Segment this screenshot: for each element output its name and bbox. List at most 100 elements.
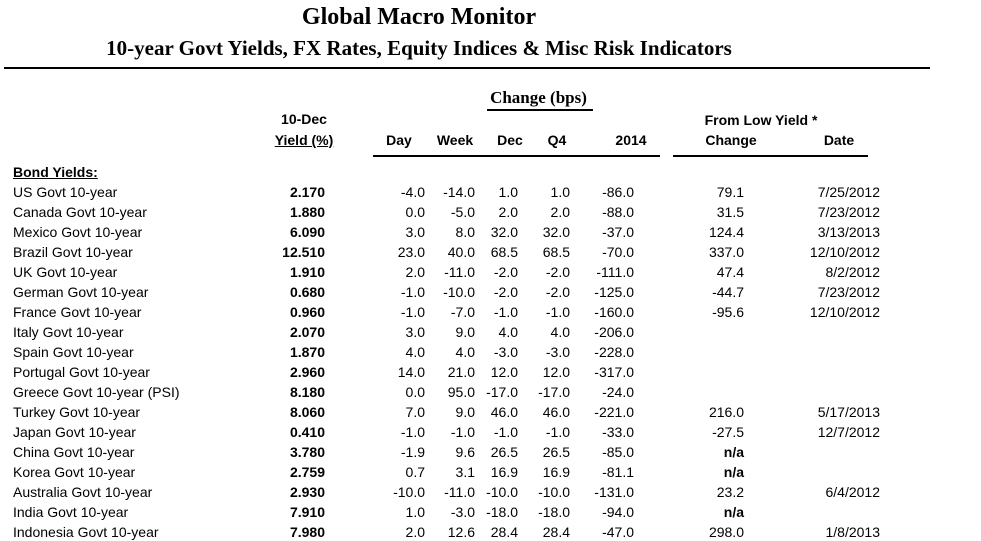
cell-2014-change: -88.0 xyxy=(602,204,634,220)
cell-week-change: -11.0 xyxy=(444,264,475,280)
cell-2014-change: -33.0 xyxy=(602,424,634,440)
cell-2014-change: -86.0 xyxy=(602,184,634,200)
table-row: Japan Govt 10-year 0.410 -1.0 -1.0 -1.0 -1.0 -… xyxy=(0,422,981,442)
table-rows: US Govt 10-year 2.170 -4.0 -14.0 1.0 1.0 -86.0… xyxy=(0,182,981,541)
title-block: Global Macro Monitor 10-year Govt Yields… xyxy=(0,2,838,64)
cell-country-label: Greece Govt 10-year (PSI) xyxy=(13,384,180,400)
cell-from-low-change: n/a xyxy=(723,444,744,460)
table-row: Indonesia Govt 10-year 7.980 2.0 12.6 28.4 28… xyxy=(0,522,981,541)
section-header-row: Bond Yields: xyxy=(0,162,981,182)
cell-dec-change: -18.0 xyxy=(486,504,518,520)
cell-dec-change: -3.0 xyxy=(493,344,518,360)
cell-q4-change: -2.0 xyxy=(545,264,570,280)
cell-week-change: 9.0 xyxy=(455,324,475,340)
cell-day-change: 3.0 xyxy=(405,324,425,340)
cell-yield: 2.070 xyxy=(289,324,325,340)
column-header-10-dec: 10-Dec xyxy=(281,111,327,127)
group-header-change-bps: Change (bps) xyxy=(455,88,625,111)
cell-country-label: German Govt 10-year xyxy=(13,284,149,300)
cell-day-change: 2.0 xyxy=(405,264,425,280)
cell-week-change: 4.0 xyxy=(455,344,475,360)
cell-yield: 0.680 xyxy=(289,284,325,300)
cell-q4-change: -2.0 xyxy=(545,284,570,300)
cell-q4-change: 2.0 xyxy=(550,204,570,220)
bond-yields-table: Bond Yields: US Govt 10-year 2.170 -4.0 -14… xyxy=(0,162,981,541)
cell-from-low-date xyxy=(744,342,880,362)
cell-week-change: -5.0 xyxy=(450,204,475,220)
cell-q4-change: 16.9 xyxy=(542,464,570,480)
cell-2014-change: -37.0 xyxy=(602,224,634,240)
table-row: Australia Govt 10-year 2.930 -10.0 -11.0 -10… xyxy=(0,482,981,502)
cell-week-change: 8.0 xyxy=(455,224,475,240)
cell-dec-change: 46.0 xyxy=(490,404,518,420)
table-row: China Govt 10-year 3.780 -1.9 9.6 26.5 26.5 -8… xyxy=(0,442,981,462)
cell-week-change: 9.6 xyxy=(455,444,475,460)
group-header-change-bps-label: Change (bps) xyxy=(487,88,593,111)
cell-2014-change: -111.0 xyxy=(596,264,634,280)
cell-yield: 8.180 xyxy=(289,384,325,400)
cell-day-change: -1.0 xyxy=(400,284,425,300)
cell-q4-change: 12.0 xyxy=(542,364,570,380)
cell-from-low-date: 7/23/2012 xyxy=(817,204,880,220)
table-row: Portugal Govt 10-year 2.960 14.0 21.0 12.0 12… xyxy=(0,362,981,382)
cell-yield: 7.910 xyxy=(289,504,325,520)
column-header-day: Day xyxy=(386,132,412,148)
cell-week-change: 40.0 xyxy=(447,244,475,260)
cell-day-change: -10.0 xyxy=(393,484,425,500)
cell-week-change: 3.1 xyxy=(455,464,475,480)
cell-week-change: -11.0 xyxy=(444,484,475,500)
cell-from-low-date xyxy=(744,322,880,342)
cell-from-low-date: 3/13/2013 xyxy=(817,224,880,240)
cell-from-low-change xyxy=(634,362,744,382)
column-header-q4: Q4 xyxy=(547,132,567,148)
cell-day-change: 0.0 xyxy=(405,384,425,400)
table-row: Turkey Govt 10-year 8.060 7.0 9.0 46.0 46.0 -2… xyxy=(0,402,981,422)
cell-2014-change: -85.0 xyxy=(602,444,634,460)
cell-q4-change: 1.0 xyxy=(550,184,570,200)
cell-dec-change: 28.4 xyxy=(490,524,518,540)
cell-yield: 1.910 xyxy=(289,264,325,280)
cell-q4-change: 26.5 xyxy=(542,444,570,460)
cell-week-change: -10.0 xyxy=(443,284,475,300)
cell-day-change: -1.0 xyxy=(400,304,425,320)
cell-from-low-change: 47.4 xyxy=(716,264,744,280)
cell-2014-change: -70.0 xyxy=(602,244,634,260)
cell-from-low-change: -95.6 xyxy=(712,304,744,320)
cell-from-low-date xyxy=(744,362,880,382)
change-bps-header-underline xyxy=(373,155,660,157)
cell-yield: 3.780 xyxy=(289,444,325,460)
cell-week-change: 21.0 xyxy=(447,364,475,380)
table-row: US Govt 10-year 2.170 -4.0 -14.0 1.0 1.0 -86.0… xyxy=(0,182,981,202)
cell-q4-change: 32.0 xyxy=(542,224,570,240)
cell-from-low-change: 23.2 xyxy=(716,484,744,500)
cell-country-label: Spain Govt 10-year xyxy=(13,344,134,360)
table-row: Korea Govt 10-year 2.759 0.7 3.1 16.9 16.9 -81… xyxy=(0,462,981,482)
cell-from-low-date xyxy=(744,502,880,522)
cell-day-change: 14.0 xyxy=(397,364,425,380)
cell-week-change: 12.6 xyxy=(447,524,475,540)
cell-day-change: 1.0 xyxy=(405,504,425,520)
column-header-yield-pct: Yield (%) xyxy=(254,132,354,148)
cell-2014-change: -206.0 xyxy=(594,324,634,340)
cell-day-change: -1.9 xyxy=(400,444,425,460)
cell-country-label: Portugal Govt 10-year xyxy=(13,364,150,380)
column-header-date: Date xyxy=(823,132,855,148)
cell-dec-change: 16.9 xyxy=(490,464,518,480)
table-row: India Govt 10-year 7.910 1.0 -3.0 -18.0 -18.0… xyxy=(0,502,981,522)
cell-from-low-change: n/a xyxy=(723,504,744,520)
cell-q4-change: -17.0 xyxy=(538,384,570,400)
cell-yield: 8.060 xyxy=(289,404,325,420)
cell-2014-change: -125.0 xyxy=(594,284,634,300)
cell-day-change: 3.0 xyxy=(405,224,425,240)
cell-country-label: Turkey Govt 10-year xyxy=(13,404,141,420)
cell-from-low-date: 5/17/2013 xyxy=(817,404,880,420)
column-header-dec: Dec xyxy=(497,132,523,148)
cell-yield: 6.090 xyxy=(289,224,325,240)
page-subtitle: 10-year Govt Yields, FX Rates, Equity In… xyxy=(106,36,732,60)
cell-day-change: -1.0 xyxy=(400,424,425,440)
cell-country-label: France Govt 10-year xyxy=(13,304,142,320)
cell-country-label: Korea Govt 10-year xyxy=(13,464,136,480)
column-header-week: Week xyxy=(436,132,474,148)
cell-q4-change: -1.0 xyxy=(545,424,570,440)
cell-week-change: -14.0 xyxy=(443,184,475,200)
